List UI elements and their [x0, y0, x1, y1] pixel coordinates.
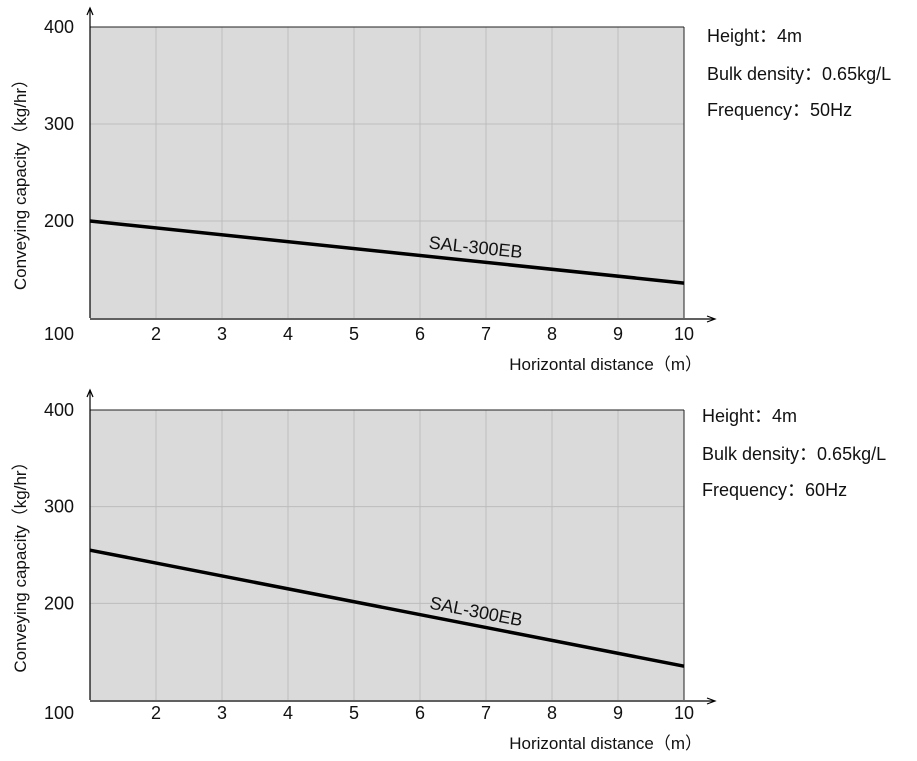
chart-frequency-50hz: 100 200 300 400 2 3 4 5 6 7 8 9 10 Horizontal distanc… [11, 6, 891, 374]
x-tick-label: 10 [674, 324, 694, 344]
plot-area [90, 410, 684, 700]
x-tick-label: 2 [151, 703, 161, 723]
parameter-annotation: Height：4m [707, 26, 802, 46]
parameter-annotation: Height：4m [702, 406, 797, 426]
x-tick-label: 2 [151, 324, 161, 344]
x-tick-label: 4 [283, 324, 293, 344]
parameter-annotation: Frequency：60Hz [702, 480, 847, 500]
x-tick-label: 6 [415, 703, 425, 723]
x-tick-label: 6 [415, 324, 425, 344]
y-tick-label: 100 [44, 324, 74, 344]
y-tick-label: 400 [44, 17, 74, 37]
y-axis-arrow [86, 6, 94, 16]
x-tick-label: 9 [613, 324, 623, 344]
y-axis-title: Conveying capacity（kg/hr） [11, 453, 30, 672]
x-tick-label: 7 [481, 324, 491, 344]
y-tick-label: 200 [44, 593, 74, 613]
parameter-annotation: Frequency：50Hz [707, 100, 852, 120]
x-tick-label: 5 [349, 324, 359, 344]
x-tick-label: 7 [481, 703, 491, 723]
series-line [89, 548, 685, 668]
y-tick-label: 400 [44, 400, 74, 420]
y-tick-label: 200 [44, 211, 74, 231]
x-axis-title: Horizontal distance（m） [509, 734, 702, 753]
parameter-annotation: Bulk density：0.65kg/L [702, 444, 886, 464]
parameter-annotation: Bulk density：0.65kg/L [707, 64, 891, 84]
x-tick-label: 8 [547, 324, 557, 344]
x-tick-label: 8 [547, 703, 557, 723]
series-line [89, 219, 685, 285]
y-tick-label: 100 [44, 703, 74, 723]
y-tick-label: 300 [44, 114, 74, 134]
plot-area [90, 27, 684, 318]
x-tick-label: 3 [217, 703, 227, 723]
x-axis-title: Horizontal distance（m） [509, 355, 702, 374]
x-axis-arrow [706, 697, 717, 705]
x-axis-arrow [706, 315, 717, 323]
y-axis-title: Conveying capacity（kg/hr） [11, 71, 30, 290]
y-axis-arrow [86, 388, 94, 398]
x-tick-label: 9 [613, 703, 623, 723]
x-tick-label: 4 [283, 703, 293, 723]
y-tick-label: 300 [44, 497, 74, 517]
x-tick-label: 5 [349, 703, 359, 723]
x-tick-label: 10 [674, 703, 694, 723]
x-tick-label: 3 [217, 324, 227, 344]
chart-frequency-60hz: 100 200 300 400 2 3 4 5 6 7 8 9 10 Horizontal distanc… [11, 388, 886, 753]
